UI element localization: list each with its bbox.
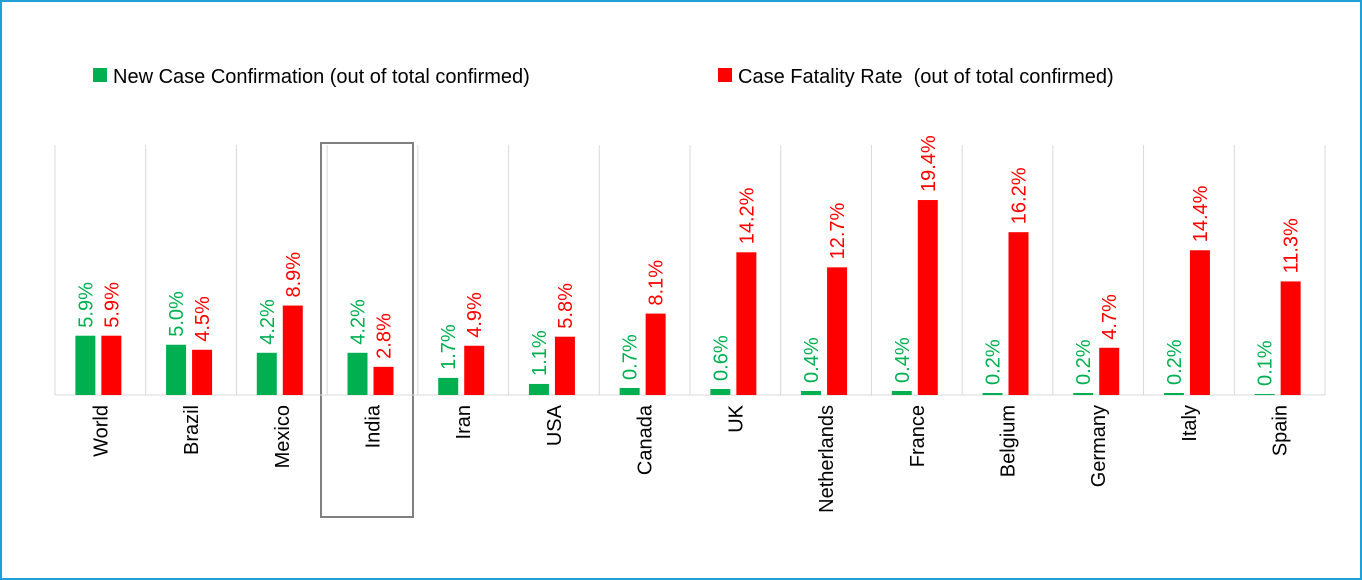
legend-label: New Case Confirmation (out of total conf…	[113, 66, 530, 88]
bar	[256, 352, 277, 395]
x-tick-label: UK	[725, 404, 747, 432]
data-label: 14.2%	[736, 187, 758, 244]
x-tick-label: France	[907, 405, 929, 467]
data-label: 8.1%	[646, 260, 668, 306]
bar	[166, 344, 187, 395]
x-tick-label: Italy	[1179, 405, 1201, 442]
data-label: 5.8%	[555, 283, 577, 329]
bar	[1280, 281, 1301, 395]
bar	[1163, 392, 1184, 395]
x-tick-label: World	[90, 405, 112, 457]
x-tick-label: USA	[544, 404, 566, 446]
data-label: 12.7%	[827, 202, 849, 259]
data-label: 4.7%	[1099, 294, 1121, 340]
data-label: 5.9%	[101, 282, 123, 328]
legend-label: Case Fatality Rate (out of total confirm…	[738, 66, 1114, 88]
bar	[645, 313, 666, 395]
data-label: 4.2%	[348, 299, 370, 345]
x-tick-label: Spain	[1270, 405, 1292, 456]
data-label: 4.5%	[192, 296, 214, 342]
data-label: 8.9%	[283, 252, 305, 298]
data-label: 5.9%	[75, 282, 97, 328]
bar	[982, 392, 1003, 395]
bar	[736, 252, 757, 395]
bar	[1254, 393, 1275, 395]
bar	[192, 349, 213, 395]
data-label: 5.0%	[166, 291, 188, 337]
bar	[917, 200, 938, 395]
data-label: 1.1%	[529, 330, 551, 376]
legend-swatch	[93, 68, 107, 82]
highlight-box	[320, 142, 414, 518]
bar	[1189, 250, 1210, 395]
x-tick-label: Iran	[453, 405, 475, 439]
data-label: 0.2%	[983, 339, 1005, 385]
data-label: 19.4%	[918, 135, 940, 192]
x-tick-label: Germany	[1088, 405, 1110, 487]
data-label: 1.7%	[438, 324, 460, 370]
x-tick-label: India	[363, 404, 385, 448]
data-label: 0.6%	[710, 335, 732, 381]
x-tick-label: Brazil	[181, 405, 203, 455]
data-label: 0.4%	[801, 337, 823, 383]
data-label: 4.9%	[464, 292, 486, 338]
bar	[75, 335, 96, 395]
legend-swatch	[718, 68, 732, 82]
x-tick-label: Canada	[635, 404, 657, 475]
bar	[1073, 392, 1094, 395]
x-tick-label: Mexico	[272, 405, 294, 468]
bar	[1099, 347, 1120, 395]
data-label: 0.2%	[1164, 339, 1186, 385]
bar	[528, 383, 549, 395]
data-label: 4.2%	[257, 299, 279, 345]
bar	[438, 377, 459, 395]
bar	[464, 345, 485, 395]
bar	[891, 390, 912, 395]
bar	[554, 336, 575, 395]
data-label: 14.4%	[1190, 185, 1212, 242]
bar	[1008, 232, 1029, 395]
data-label: 0.2%	[1073, 339, 1095, 385]
bar	[373, 366, 394, 395]
data-label: 2.8%	[374, 313, 396, 359]
data-label: 0.7%	[620, 334, 642, 380]
bar	[282, 305, 303, 395]
bar	[710, 388, 731, 395]
data-label: 0.4%	[892, 337, 914, 383]
data-label: 0.1%	[1255, 340, 1277, 386]
bar	[619, 387, 640, 395]
bar	[101, 335, 122, 395]
data-label: 16.2%	[1009, 167, 1031, 224]
x-tick-label: Belgium	[998, 405, 1020, 477]
bar	[801, 390, 822, 395]
x-tick-label: Netherlands	[816, 405, 838, 513]
bar	[347, 352, 368, 395]
bar	[827, 267, 848, 395]
data-label: 11.3%	[1281, 218, 1303, 273]
